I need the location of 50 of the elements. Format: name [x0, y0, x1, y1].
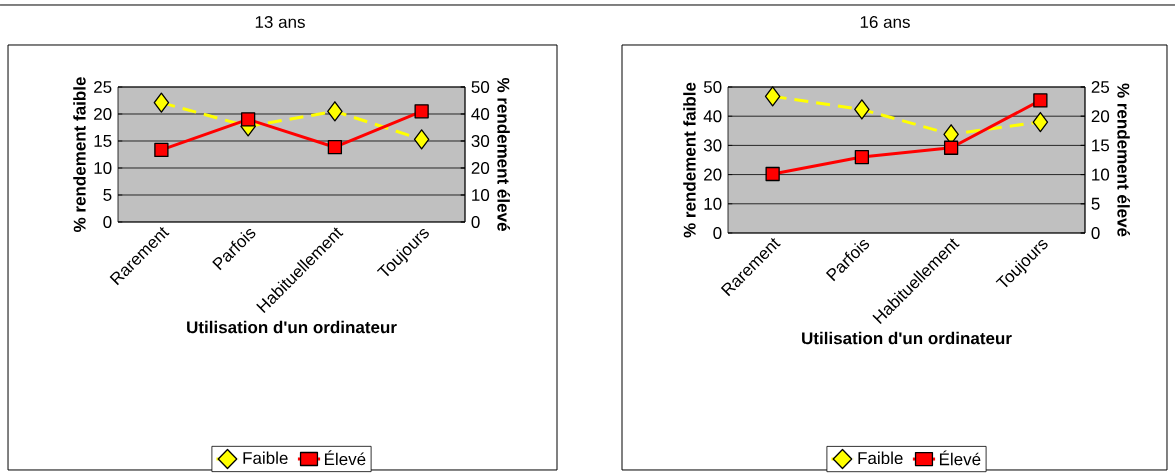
y2-tick-label: 0	[1091, 226, 1100, 240]
x-axis-title: Utilisation d'un ordinateur	[802, 331, 1012, 345]
point	[154, 142, 169, 158]
point	[414, 104, 429, 119]
point	[1032, 111, 1049, 133]
y2-axis-title: % rendement élevé	[1117, 83, 1130, 237]
y-tick-label: 10	[704, 197, 722, 210]
point	[765, 166, 780, 182]
y2-tick-label: 10	[472, 188, 490, 202]
point	[240, 112, 256, 127]
y2-tick-label: 25	[1091, 80, 1110, 94]
y-tick-label: 0	[103, 215, 112, 229]
y-axis-title: % rendement faible	[73, 77, 86, 232]
y2-tick-label: 15	[1092, 139, 1110, 152]
chart-title: 16 ans	[860, 15, 910, 29]
point	[327, 140, 343, 155]
point	[943, 140, 959, 155]
y-tick-label: 40	[703, 110, 722, 123]
y-tick-label: 30	[703, 139, 722, 152]
y-axis-title: % rendement faible	[683, 82, 696, 238]
y-tick-label: 15	[94, 135, 112, 147]
y2-tick-label: 0	[471, 215, 480, 229]
legend-label: Faible	[858, 451, 903, 465]
y2-tick-label: 5	[1091, 197, 1100, 210]
point	[1033, 93, 1048, 108]
y-tick-label: 20	[704, 168, 722, 181]
y-tick-label: 20	[94, 107, 112, 121]
y2-axis-title: % rendement élevé	[497, 77, 510, 231]
y2-tick-label: 20	[471, 161, 490, 175]
point	[854, 149, 870, 165]
y2-tick-label: 40	[471, 107, 490, 121]
point	[413, 129, 430, 150]
point	[764, 86, 781, 107]
y-tick-label: 10	[94, 161, 112, 175]
point	[153, 92, 170, 113]
point	[327, 101, 343, 122]
x-axis-title: Utilisation d'un ordinateur	[187, 320, 397, 334]
legend-label: Élevé	[324, 450, 366, 466]
y2-tick-label: 50	[471, 80, 490, 94]
legend-label: Faible	[243, 451, 288, 465]
y2-tick-label: 30	[471, 134, 490, 148]
y2-tick-label: 20	[1091, 110, 1110, 123]
legend-label: Élevé	[939, 450, 981, 466]
chart-title: 13 ans	[255, 15, 305, 29]
y-tick-label: 25	[94, 80, 112, 94]
y-tick-label: 0	[713, 226, 722, 240]
y-tick-label: 50	[703, 80, 722, 94]
y2-tick-label: 10	[1092, 168, 1110, 181]
point	[854, 99, 870, 120]
y-tick-label: 5	[103, 189, 112, 201]
